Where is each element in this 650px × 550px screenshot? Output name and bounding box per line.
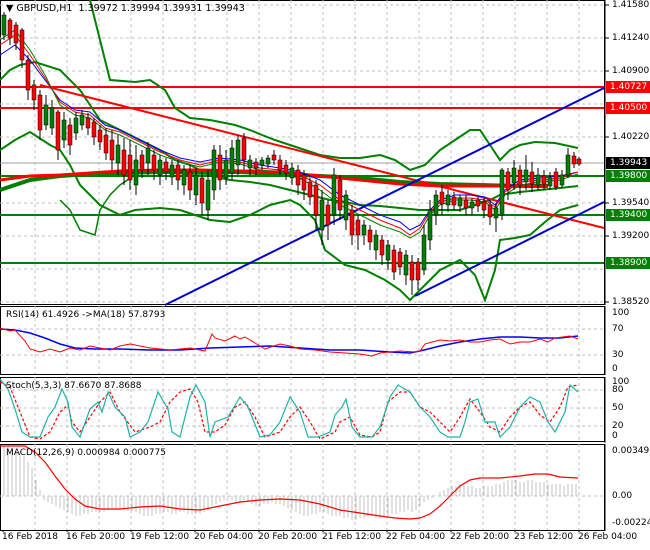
symbol-label: GBPUSD,H1	[16, 3, 73, 14]
trendline-red	[39, 84, 605, 229]
level-tag-resistance: 1.40500	[606, 102, 650, 114]
menu-triangle-icon[interactable]: ▼	[6, 3, 14, 14]
price-tick: 1.39200	[612, 231, 650, 241]
rsi-tick: 30	[612, 350, 624, 360]
current-price-tag: 1.39943	[606, 157, 650, 169]
time-label: 19 Feb 12:00	[130, 532, 190, 542]
price-pane[interactable]: ▼ GBPUSD,H1 1.39972 1.39994 1.39931 1.39…	[0, 0, 650, 307]
macd-pane[interactable]: MACD(12,26,9) 0.000984 0.000775 0.003492…	[0, 444, 650, 532]
time-label: 20 Feb 20:00	[258, 532, 318, 542]
stochastic-title: Stoch(5,3,3) 87.6670 87.8688	[6, 381, 142, 391]
price-tick: 1.40900	[612, 66, 650, 76]
rsi-pane[interactable]: RSI(14) 61.4926 ->MA(18) 57.8793 100 70 …	[0, 306, 650, 376]
time-label: 20 Feb 04:00	[194, 532, 254, 542]
time-label: 21 Feb 12:00	[322, 532, 382, 542]
macd-tick: 0.00	[612, 491, 633, 501]
low-value: 1.39931	[163, 3, 203, 14]
macd-tick: 0.003492	[612, 446, 650, 456]
macd-signal-line	[0, 445, 579, 520]
price-tick: 1.41580	[612, 0, 650, 10]
time-label: 22 Feb 04:00	[386, 532, 446, 542]
macd-title: MACD(12,26,9) 0.000984 0.000775	[6, 448, 166, 458]
time-label: 16 Feb 20:00	[66, 532, 126, 542]
high-value: 1.39994	[120, 3, 161, 14]
candlesticks	[1, 12, 582, 295]
level-tag-support: 1.39800	[606, 170, 650, 182]
rsi-canvas[interactable]	[0, 306, 650, 376]
level-tag-support: 1.39400	[606, 209, 650, 221]
trendline-blue-upper	[164, 87, 605, 306]
rsi-tick: 100	[612, 308, 630, 318]
trendline-blue-lower	[414, 201, 605, 297]
stoch-tick: 100	[612, 377, 630, 387]
price-tick: 1.38520	[612, 297, 650, 307]
rsi-title: RSI(14) 61.4926 ->MA(18) 57.8793	[6, 310, 166, 320]
price-grid	[0, 0, 604, 304]
stoch-tick: 20	[612, 421, 624, 431]
level-tag-support: 1.38900	[606, 257, 650, 269]
level-tag-resistance: 1.40727	[606, 81, 650, 93]
price-tick: 1.40220	[612, 132, 650, 142]
stochastic-pane[interactable]: Stoch(5,3,3) 87.6670 87.8688 100 80 50 2…	[0, 377, 650, 444]
time-label: 22 Feb 20:00	[450, 532, 510, 542]
stoch-tick: 0	[612, 431, 618, 441]
chart-title: ▼ GBPUSD,H1 1.39972 1.39994 1.39931 1.39…	[6, 3, 245, 14]
rsi-tick: 70	[612, 324, 624, 334]
rsi-tick: 0	[612, 364, 618, 374]
time-label: 23 Feb 12:00	[514, 532, 574, 542]
time-label: 26 Feb 04:00	[578, 532, 638, 542]
price-tick: 1.41240	[612, 33, 650, 43]
price-chart-canvas[interactable]	[0, 0, 650, 306]
stoch-tick: 50	[612, 403, 624, 413]
stoch-tick: 80	[612, 385, 624, 395]
stochastic-canvas[interactable]	[0, 377, 650, 444]
open-value: 1.39972	[78, 3, 118, 14]
close-value: 1.39943	[205, 3, 245, 14]
time-label: 16 Feb 2018	[2, 532, 59, 542]
price-tick: 1.39540	[612, 198, 650, 208]
macd-canvas[interactable]	[0, 444, 650, 532]
